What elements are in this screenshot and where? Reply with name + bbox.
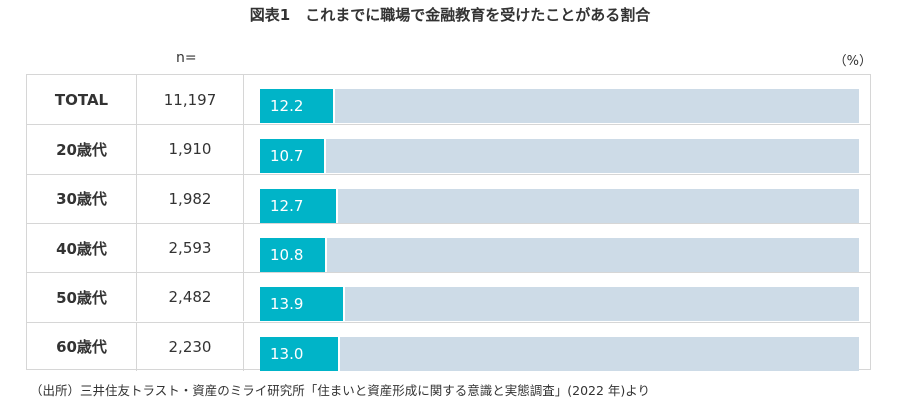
table-row: 50歳代 2,482 13.9 <box>27 272 870 322</box>
chart-table: TOTAL 11,197 12.2 20歳代 1,910 10.7 30歳代 1,9… <box>26 74 871 371</box>
bar-track: 12.2 <box>260 89 859 123</box>
unit-label: （%） <box>833 54 872 69</box>
sample-size: 2,482 <box>137 273 244 322</box>
bar <box>260 188 339 223</box>
sample-size: 1,982 <box>137 174 244 223</box>
bar <box>260 237 327 272</box>
sample-size: 1,910 <box>137 125 244 174</box>
category-label: TOTAL <box>27 75 137 125</box>
bar-track: 10.7 <box>260 139 859 174</box>
category-label: 60歳代 <box>27 322 137 371</box>
category-label: 50歳代 <box>27 273 137 322</box>
sample-size: 11,197 <box>137 75 244 125</box>
bar-track: 12.7 <box>260 188 859 223</box>
table-row: 20歳代 1,910 10.7 <box>27 124 870 174</box>
bar <box>260 287 346 322</box>
bar <box>260 336 340 371</box>
data-label: 13.9 <box>270 295 304 314</box>
data-label: 12.7 <box>270 196 304 215</box>
sample-size: 2,230 <box>137 322 244 371</box>
table-row: 30歳代 1,982 12.7 <box>27 173 870 223</box>
bar <box>260 139 327 174</box>
source-note: （出所）三井住友トラスト・資産のミライ研究所「住まいと資産形成に関する意識と実態… <box>30 383 651 398</box>
category-label: 30歳代 <box>27 174 137 223</box>
table-row: 40歳代 2,593 10.8 <box>27 222 870 273</box>
bar-track: 13.9 <box>260 287 859 322</box>
bar <box>260 89 336 123</box>
n-label: n= <box>176 50 197 66</box>
data-label: 12.2 <box>270 97 304 115</box>
table-row: TOTAL 11,197 12.2 <box>27 75 870 125</box>
sample-size: 2,593 <box>137 223 244 273</box>
bar-track: 10.8 <box>260 237 859 272</box>
category-label: 20歳代 <box>27 125 137 174</box>
data-label: 10.7 <box>270 147 304 166</box>
data-label: 13.0 <box>270 344 304 363</box>
category-label: 40歳代 <box>27 223 137 273</box>
data-label: 10.8 <box>270 245 304 264</box>
bar-track: 13.0 <box>260 336 859 371</box>
chart-title: 図表1 これまでに職場で金融教育を受けたことがある割合 <box>249 6 651 24</box>
table-row: 60歳代 2,230 13.0 <box>27 321 870 371</box>
